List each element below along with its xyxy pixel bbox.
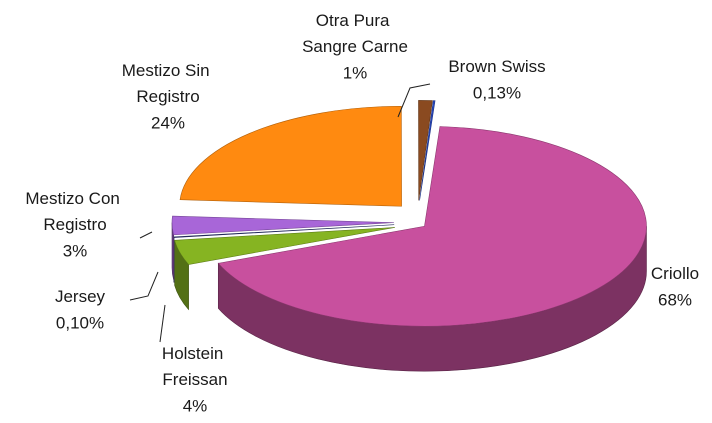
- pie-tops: [171, 100, 647, 327]
- slice: [217, 126, 647, 327]
- value-label: 3%: [63, 241, 88, 260]
- category-label: Jersey: [55, 287, 106, 306]
- slice: [174, 227, 395, 265]
- leader-line: [139, 231, 153, 239]
- value-label: 1%: [343, 63, 368, 82]
- slice: [171, 215, 395, 236]
- labels: Criollo 68% Holstein Freissan 4% Jersey 0,10%…: [25, 11, 699, 415]
- category-label: Holstein Freissan: [162, 344, 228, 389]
- category-label: Brown Swiss: [448, 57, 545, 76]
- slice: [179, 105, 402, 207]
- value-label: 24%: [151, 113, 185, 132]
- leader-line: [159, 304, 166, 343]
- value-label: 0,10%: [56, 313, 104, 332]
- leader-line: [397, 83, 431, 118]
- category-label: Mestizo Con Registro: [25, 189, 124, 234]
- value-label: 68%: [658, 290, 692, 309]
- value-label: 0,13%: [473, 83, 521, 102]
- category-label: Criollo: [651, 264, 699, 283]
- category-label: Mestizo Sin Registro: [122, 61, 215, 106]
- leader-line: [129, 271, 159, 301]
- value-label: 4%: [183, 396, 208, 415]
- category-label: Otra Pura Sangre Carne: [302, 11, 408, 56]
- slice: [418, 100, 433, 201]
- slice: [419, 100, 436, 201]
- slice: [173, 224, 395, 238]
